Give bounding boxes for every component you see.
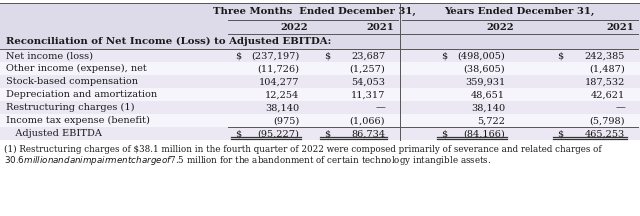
Text: (237,197): (237,197) [251,51,299,60]
Text: (1,257): (1,257) [349,64,385,73]
Text: Three Months  Ended December 31,: Three Months Ended December 31, [212,7,415,16]
Text: Income tax expense (benefit): Income tax expense (benefit) [6,116,150,125]
Text: Depreciation and amortization: Depreciation and amortization [6,90,157,99]
Text: $: $ [557,129,563,138]
Bar [0,88,640,101]
Text: 86,734: 86,734 [351,129,385,138]
Text: $: $ [235,129,241,138]
Text: 2022: 2022 [486,23,514,32]
Text: (38,605): (38,605) [463,64,505,73]
Text: 38,140: 38,140 [265,103,299,112]
Text: 2021: 2021 [606,23,634,32]
Text: —: — [375,103,385,112]
Text: Stock-based compensation: Stock-based compensation [6,77,138,86]
Text: 54,053: 54,053 [351,77,385,86]
Bar [0,62,640,75]
Text: (498,005): (498,005) [457,51,505,60]
Text: Reconciliation of Net Income (Loss) to Adjusted EBITDA:: Reconciliation of Net Income (Loss) to A… [6,37,332,46]
Text: 465,253: 465,253 [585,129,625,138]
Text: $: $ [235,51,241,60]
Text: 23,687: 23,687 [351,51,385,60]
Text: Other income (expense), net: Other income (expense), net [6,64,147,73]
Text: $: $ [441,51,447,60]
Text: 11,317: 11,317 [351,90,385,99]
Text: $: $ [441,129,447,138]
Text: $: $ [324,51,330,60]
Bar [0,3,640,34]
Text: 242,385: 242,385 [584,51,625,60]
Text: 2022: 2022 [280,23,308,32]
Text: 42,621: 42,621 [591,90,625,99]
Text: 48,651: 48,651 [471,90,505,99]
Text: Adjusted EBITDA: Adjusted EBITDA [6,129,102,138]
Text: 104,277: 104,277 [259,77,299,86]
Text: —: — [615,103,625,112]
Text: (84,166): (84,166) [463,129,505,138]
Text: $: $ [324,129,330,138]
Text: (975): (975) [273,116,299,125]
Text: $: $ [557,51,563,60]
Text: (95,227): (95,227) [257,129,299,138]
Bar [0,101,640,114]
Bar [0,114,640,127]
Text: 5,722: 5,722 [477,116,505,125]
Text: 2021: 2021 [366,23,394,32]
Text: 38,140: 38,140 [471,103,505,112]
Bar [0,49,640,62]
Text: (11,726): (11,726) [257,64,299,73]
Text: 12,254: 12,254 [265,90,299,99]
Text: 187,532: 187,532 [584,77,625,86]
Text: 359,931: 359,931 [465,77,505,86]
Text: (1) Restructuring charges of $38.1 million in the fourth quarter of 2022 were co: (1) Restructuring charges of $38.1 milli… [4,145,602,154]
Text: Net income (loss): Net income (loss) [6,51,93,60]
Bar [0,127,640,140]
Text: $30.6 million and an impairment charge of $7.5 million for the abandonment of ce: $30.6 million and an impairment charge o… [4,154,492,167]
Bar [0,75,640,88]
Text: (1,487): (1,487) [589,64,625,73]
Text: Years Ended December 31,: Years Ended December 31, [444,7,594,16]
Text: (1,066): (1,066) [349,116,385,125]
Bar [0,34,640,49]
Text: Restructuring charges (1): Restructuring charges (1) [6,103,134,112]
Text: (5,798): (5,798) [589,116,625,125]
